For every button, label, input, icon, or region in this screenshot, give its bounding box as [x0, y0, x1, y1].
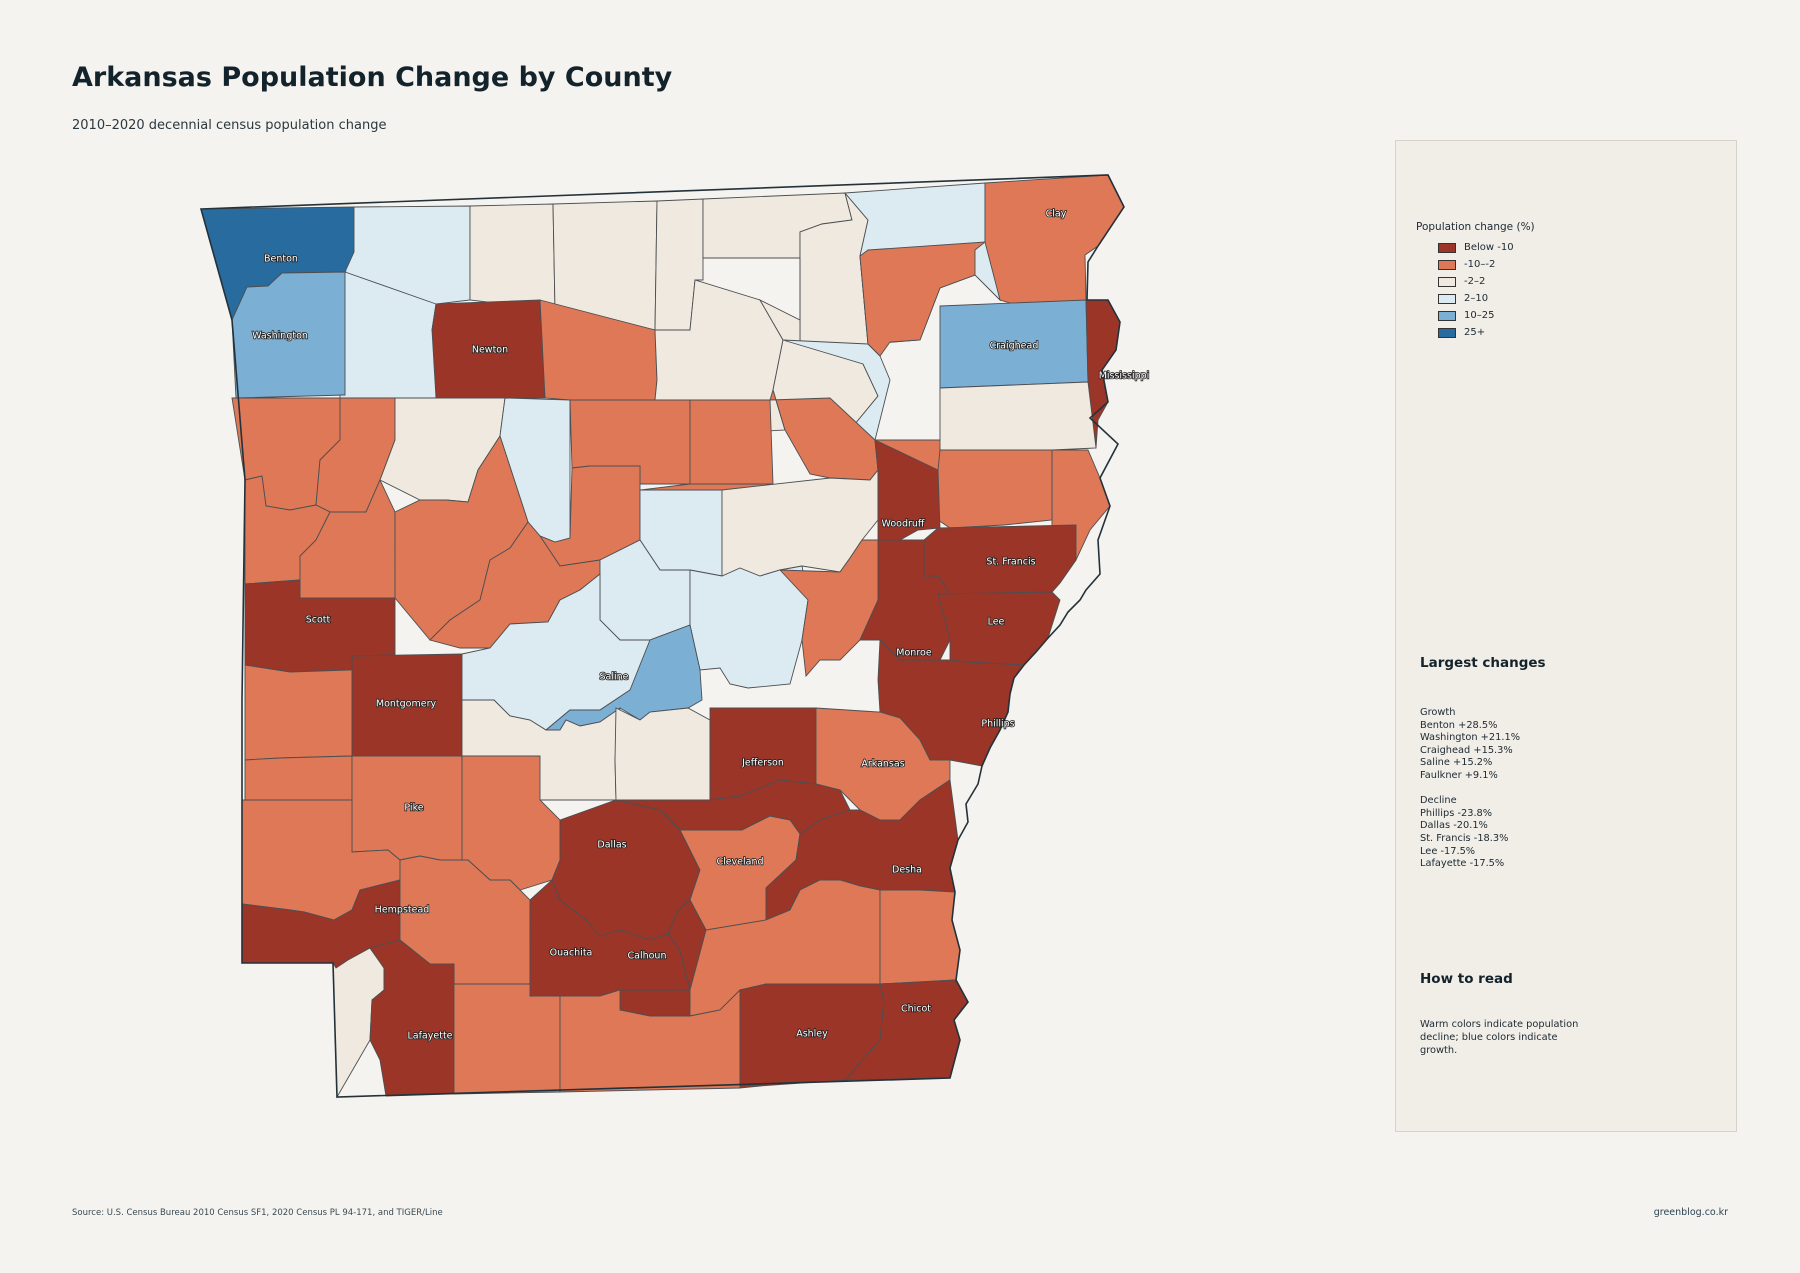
county-label: Scott — [306, 615, 331, 626]
county-shape[interactable] — [937, 449, 1053, 529]
legend-item: 2–10 — [1416, 290, 1535, 307]
county-shape[interactable] — [879, 889, 961, 985]
county-label: Chicot — [901, 1004, 931, 1015]
county-shape[interactable] — [559, 988, 741, 1093]
map-title: Arkansas Population Change by County — [72, 62, 673, 93]
legend-swatch — [1438, 276, 1456, 287]
county-shape[interactable] — [244, 755, 353, 801]
legend-swatch — [1438, 242, 1456, 253]
county-label: Craighead — [990, 341, 1039, 352]
county-label: Clay — [1046, 209, 1067, 220]
growth-item: Craighead +15.3% — [1420, 744, 1513, 756]
county-label: Dallas — [597, 840, 626, 851]
county-label: Ouachita — [550, 948, 593, 959]
legend-label: -10–-2 — [1464, 259, 1496, 270]
side-panel: Population change (%) Below -10 -10–-2 -2–… — [1395, 140, 1737, 1132]
legend-swatch — [1438, 327, 1456, 338]
growth-item: Washington +21.1% — [1420, 732, 1521, 744]
county-label: Mississippi — [1099, 371, 1150, 382]
largest-changes-list: Growth Benton +28.5% Washington +21.1% C… — [1420, 707, 1520, 883]
county-shape[interactable] — [369, 939, 455, 1097]
county-label: Phillips — [981, 719, 1014, 730]
legend: Population change (%) Below -10 -10–-2 -2–… — [1416, 221, 1535, 341]
county-label: Arkansas — [861, 759, 904, 770]
decline-item: Lee -17.5% — [1420, 845, 1476, 857]
how-to-read-text: Warm colors indicate population decline;… — [1420, 1019, 1579, 1056]
county-shape[interactable] — [453, 964, 561, 1095]
county-shape[interactable] — [689, 399, 774, 485]
county-shape[interactable] — [937, 591, 1061, 666]
legend-label: 25+ — [1464, 327, 1486, 338]
county-label: Lafayette — [407, 1031, 452, 1042]
county-shape[interactable] — [614, 707, 711, 801]
source-note: Source: U.S. Census Bureau 2010 Census S… — [72, 1208, 443, 1218]
county-label: Benton — [264, 254, 298, 265]
county-label: Pike — [404, 803, 423, 814]
legend-swatch — [1438, 293, 1456, 304]
growth-item: Saline +15.2% — [1420, 757, 1493, 769]
largest-changes-heading: Largest changes — [1420, 655, 1546, 671]
county-label: Cleveland — [716, 857, 763, 868]
decline-item: Lafayette -17.5% — [1420, 858, 1505, 870]
how-to-read-heading: How to read — [1420, 971, 1513, 987]
county-label: St. Francis — [986, 557, 1035, 568]
county-label: Montgomery — [376, 699, 437, 710]
growth-item: Benton +28.5% — [1420, 719, 1498, 731]
county-shape[interactable] — [974, 241, 1001, 302]
county-label: Ashley — [796, 1029, 828, 1040]
map-subtitle: 2010–2020 decennial census population ch… — [72, 118, 387, 133]
growth-label: Growth — [1420, 707, 1456, 718]
legend-label: Below -10 — [1464, 242, 1514, 253]
county-shape[interactable] — [231, 271, 347, 399]
county-label: Newton — [472, 345, 508, 356]
decline-item: Phillips -23.8% — [1420, 807, 1493, 819]
county-layer — [200, 174, 1125, 1099]
county-shape[interactable] — [689, 565, 809, 689]
legend-item: -2–2 — [1416, 273, 1535, 290]
credit-link[interactable]: greenblog.co.kr — [1653, 1207, 1728, 1218]
legend-label: -2–2 — [1464, 276, 1486, 287]
county-label: Hempstead — [375, 905, 430, 916]
county-label: Woodruff — [882, 519, 925, 530]
legend-item: Below -10 — [1416, 239, 1535, 256]
county-labels: Benton Clay Washington Newton Craighead Missi… — [251, 208, 1150, 1043]
legend-item: -10–-2 — [1416, 256, 1535, 273]
county-label: Lee — [988, 617, 1005, 628]
legend-label: 2–10 — [1464, 293, 1489, 304]
legend-title: Population change (%) — [1416, 221, 1535, 233]
decline-item: Dallas -20.1% — [1420, 820, 1488, 832]
county-label: Monroe — [896, 648, 932, 659]
legend-label: 10–25 — [1464, 310, 1495, 321]
legend-item: 10–25 — [1416, 307, 1535, 324]
legend-swatch — [1438, 259, 1456, 270]
growth-item: Faulkner +9.1% — [1420, 769, 1498, 781]
county-label: Desha — [892, 865, 922, 876]
legend-item: 25+ — [1416, 324, 1535, 341]
county-label: Washington — [252, 331, 308, 342]
county-label: Saline — [600, 672, 629, 683]
legend-swatch — [1438, 310, 1456, 321]
decline-item: St. Francis -18.3% — [1420, 832, 1509, 844]
county-label: Jefferson — [741, 758, 784, 769]
state-outline — [199, 174, 1125, 1098]
county-shape[interactable] — [469, 203, 556, 311]
county-label: Calhoun — [628, 951, 667, 962]
decline-label: Decline — [1420, 795, 1457, 807]
